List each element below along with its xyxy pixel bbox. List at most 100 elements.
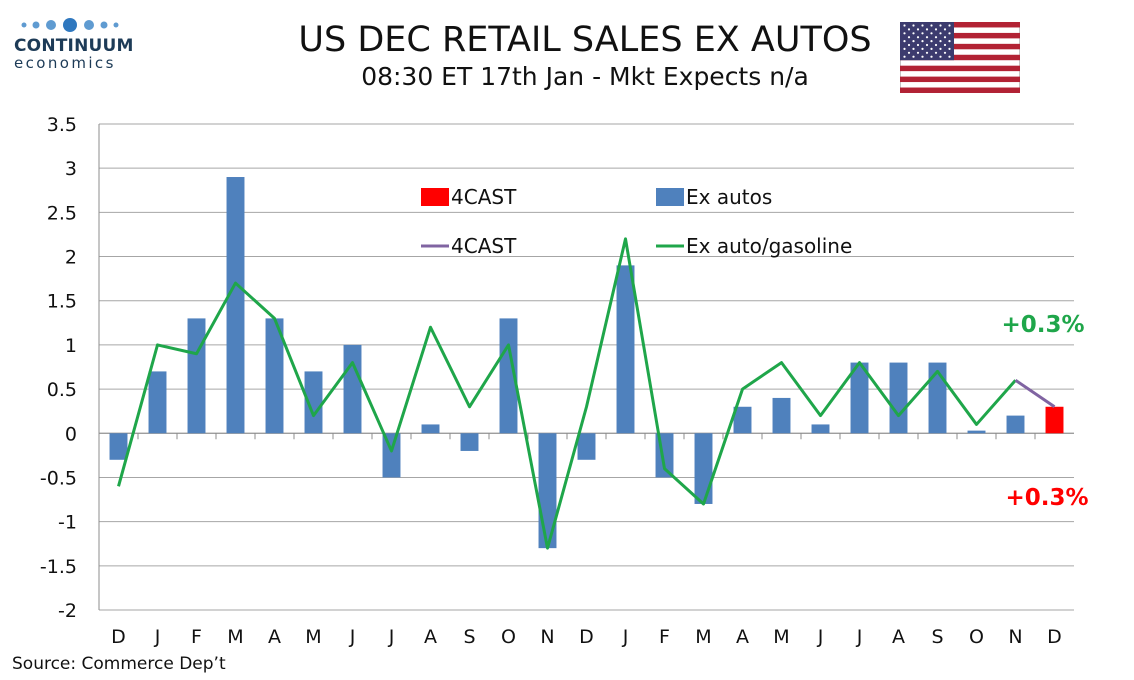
flag-star <box>943 43 947 47</box>
annotation-label: +0.3% <box>1005 485 1088 511</box>
y-tick-label: -2 <box>58 600 77 622</box>
x-tick-label: O <box>501 626 516 648</box>
flag-star <box>912 24 915 27</box>
flag-star <box>934 51 938 54</box>
bar <box>148 371 167 434</box>
bar <box>343 344 362 434</box>
legend-label: Ex autos <box>686 185 772 209</box>
bar <box>499 318 518 434</box>
flag-star <box>903 47 906 50</box>
flag-star <box>948 47 951 50</box>
y-tick-label: -1 <box>58 512 77 534</box>
flag-star <box>907 36 911 39</box>
flag-star <box>903 32 906 35</box>
flag-star <box>948 55 951 58</box>
flag-star <box>930 32 933 35</box>
x-tick-label: D <box>1047 626 1062 648</box>
bar <box>577 433 596 460</box>
bar <box>226 177 245 434</box>
page-title: US DEC RETAIL SALES EX AUTOS <box>298 20 872 60</box>
flag-star <box>943 28 947 31</box>
x-tick-label: N <box>1008 626 1022 648</box>
x-tick-label: D <box>579 626 594 648</box>
logo-name: CONTINUUM <box>14 36 134 56</box>
x-tick-label: J <box>622 626 629 648</box>
continuum-logo: CONTINUUM economics <box>14 14 134 72</box>
x-tick-label: J <box>388 626 395 648</box>
annotation-label: +0.3% <box>1001 312 1084 338</box>
flag-star <box>921 55 924 58</box>
flag-star <box>948 40 951 43</box>
flag-star <box>930 40 933 43</box>
flag-star <box>916 43 920 47</box>
flag-star <box>943 36 947 39</box>
bar <box>265 318 284 434</box>
flag-star <box>903 40 906 43</box>
series-line <box>1014 379 1056 409</box>
flag-star <box>907 28 911 31</box>
bar <box>1006 415 1025 434</box>
logo-dots-svg <box>21 18 119 32</box>
flag-star <box>934 36 938 39</box>
flag-star <box>948 24 951 27</box>
x-tick-label: J <box>856 626 863 648</box>
bar <box>928 362 947 434</box>
x-tick-label: M <box>695 626 711 648</box>
x-tick-label: A <box>268 626 281 648</box>
x-tick-label: S <box>931 626 943 648</box>
bar <box>889 362 908 434</box>
bar <box>421 424 440 434</box>
flag-star <box>903 55 906 58</box>
flag-star <box>907 43 911 47</box>
bar <box>187 318 206 434</box>
y-tick-label: -1.5 <box>40 556 77 578</box>
y-tick-label: 0 <box>65 423 77 445</box>
x-tick-label: M <box>227 626 243 648</box>
x-tick-label: A <box>892 626 905 648</box>
flag-star <box>925 36 929 39</box>
bar <box>772 397 791 434</box>
flag-star <box>939 40 942 43</box>
bar <box>1045 406 1064 434</box>
y-tick-label: 1 <box>65 335 77 357</box>
flag-star <box>907 51 911 54</box>
logo-dots-icon <box>14 14 134 34</box>
flag-star <box>912 32 915 35</box>
series-line <box>117 237 1017 550</box>
legend-marker <box>421 188 449 206</box>
y-tick-label: 2.5 <box>47 202 77 224</box>
y-tick-label: 3.5 <box>47 114 77 136</box>
x-tick-label: F <box>191 626 202 648</box>
x-tick-label: M <box>773 626 789 648</box>
bar <box>850 362 869 434</box>
flag-star <box>943 51 947 54</box>
y-tick-label: 2 <box>65 247 77 269</box>
bar <box>733 406 752 434</box>
bar <box>460 433 479 451</box>
legend-label: Ex auto/gasoline <box>686 234 852 258</box>
flag-star <box>930 47 933 50</box>
x-tick-label: J <box>817 626 824 648</box>
flag-star <box>921 47 924 50</box>
flag-star <box>939 32 942 35</box>
flag-star <box>939 24 942 27</box>
x-tick-label: A <box>424 626 437 648</box>
flag-star <box>939 55 942 58</box>
x-tick-label: N <box>540 626 554 648</box>
flag-star <box>925 43 929 47</box>
flag-star <box>939 47 942 50</box>
flag-star <box>916 36 920 39</box>
bar <box>304 371 323 434</box>
y-tick-label: -0.5 <box>40 467 77 489</box>
x-tick-label: J <box>154 626 161 648</box>
page-subtitle: 08:30 ET 17th Jan - Mkt Expects n/a <box>361 62 809 91</box>
x-tick-label: J <box>349 626 356 648</box>
bar <box>811 424 830 434</box>
x-tick-label: A <box>736 626 749 648</box>
flag-star <box>948 32 951 35</box>
flag-star <box>934 28 938 31</box>
flag-star <box>903 24 906 27</box>
x-tick-label: F <box>659 626 670 648</box>
flag-star <box>912 47 915 50</box>
flag-star <box>912 40 915 43</box>
